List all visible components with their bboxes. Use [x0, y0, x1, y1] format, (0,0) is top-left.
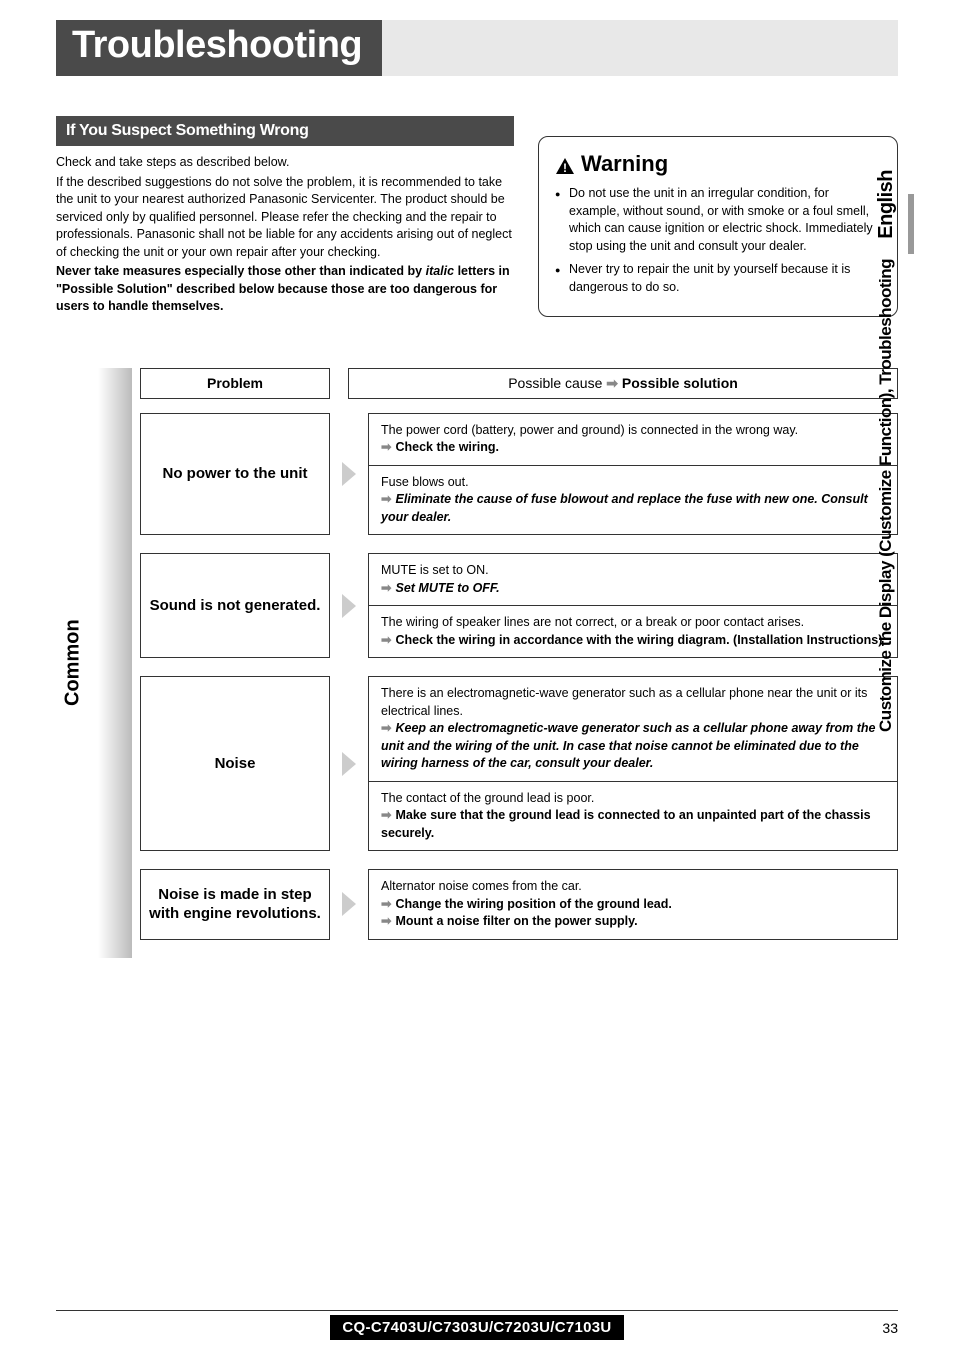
troubleshoot-table: Common Problem Possible cause ➡ Possible… — [56, 368, 898, 958]
problem-cell: Noise is made in step with engine revolu… — [140, 869, 330, 940]
intro-bold: Never take measures especially those oth… — [56, 263, 514, 316]
problem-cell: Sound is not generated. — [140, 553, 330, 658]
header-spacer — [382, 20, 898, 76]
section-label: If You Suspect Something Wrong — [56, 116, 514, 146]
solution-stack: MUTE is set to ON.➡Set MUTE to OFF.The w… — [368, 553, 898, 658]
th-solution: Possible cause ➡ Possible solution — [348, 368, 898, 399]
solution-cell: The contact of the ground lead is poor.➡… — [368, 782, 898, 852]
table-row: No power to the unit The power cord (batt… — [140, 413, 898, 536]
solution-stack: There is an electromagnetic-wave generat… — [368, 676, 898, 851]
solution-cell: There is an electromagnetic-wave generat… — [368, 676, 898, 782]
problem-cell: No power to the unit — [140, 413, 330, 536]
category-label: Common — [56, 368, 90, 958]
page-title: Troubleshooting — [56, 20, 382, 76]
gradient-separator — [98, 368, 132, 958]
row-arrow-icon — [342, 676, 356, 851]
warning-item: Do not use the unit in an irregular cond… — [555, 185, 881, 255]
row-arrow-icon — [342, 413, 356, 536]
solution-cell: Alternator noise comes from the car.➡Cha… — [368, 869, 898, 940]
warning-icon: ! — [555, 155, 575, 173]
intro-text: Check and take steps as described below.… — [56, 154, 514, 316]
solution-cell: MUTE is set to ON.➡Set MUTE to OFF. — [368, 553, 898, 606]
table-header-row: Problem Possible cause ➡ Possible soluti… — [140, 368, 898, 399]
solution-cell: The power cord (battery, power and groun… — [368, 413, 898, 466]
table-row: Sound is not generated. MUTE is set to ON… — [140, 553, 898, 658]
svg-text:!: ! — [563, 161, 567, 175]
warning-list: Do not use the unit in an irregular cond… — [555, 185, 881, 296]
row-arrow-icon — [342, 869, 356, 940]
th-problem: Problem — [140, 368, 330, 399]
warning-box: ! Warning Do not use the unit in an irre… — [538, 136, 898, 317]
solution-cell: Fuse blows out.➡Eliminate the cause of f… — [368, 466, 898, 536]
page-footer: CQ-C7403U/C7303U/C7203U/C7103U 33 — [56, 1310, 898, 1340]
section-tab: Customize the Display (Customize Functio… — [876, 259, 896, 732]
table-row: Noise is made in step with engine revolu… — [140, 869, 898, 940]
warning-item: Never try to repair the unit by yourself… — [555, 261, 881, 296]
solution-cell: The wiring of speaker lines are not corr… — [368, 606, 898, 658]
solution-stack: The power cord (battery, power and groun… — [368, 413, 898, 536]
warning-title: ! Warning — [555, 151, 881, 177]
table-row: Noise There is an electromagnetic-wave ge… — [140, 676, 898, 851]
lang-tab-bar — [908, 194, 914, 254]
problem-cell: Noise — [140, 676, 330, 851]
page-header: Troubleshooting — [56, 20, 898, 76]
row-arrow-icon — [342, 553, 356, 658]
footer-model: CQ-C7403U/C7303U/C7203U/C7103U — [330, 1315, 623, 1340]
intro-para: If the described suggestions do not solv… — [56, 174, 514, 262]
intro-area: If You Suspect Something Wrong Check and… — [56, 116, 898, 318]
footer-page: 33 — [882, 1320, 898, 1336]
intro-line1: Check and take steps as described below. — [56, 154, 514, 172]
solution-stack: Alternator noise comes from the car.➡Cha… — [368, 869, 898, 940]
